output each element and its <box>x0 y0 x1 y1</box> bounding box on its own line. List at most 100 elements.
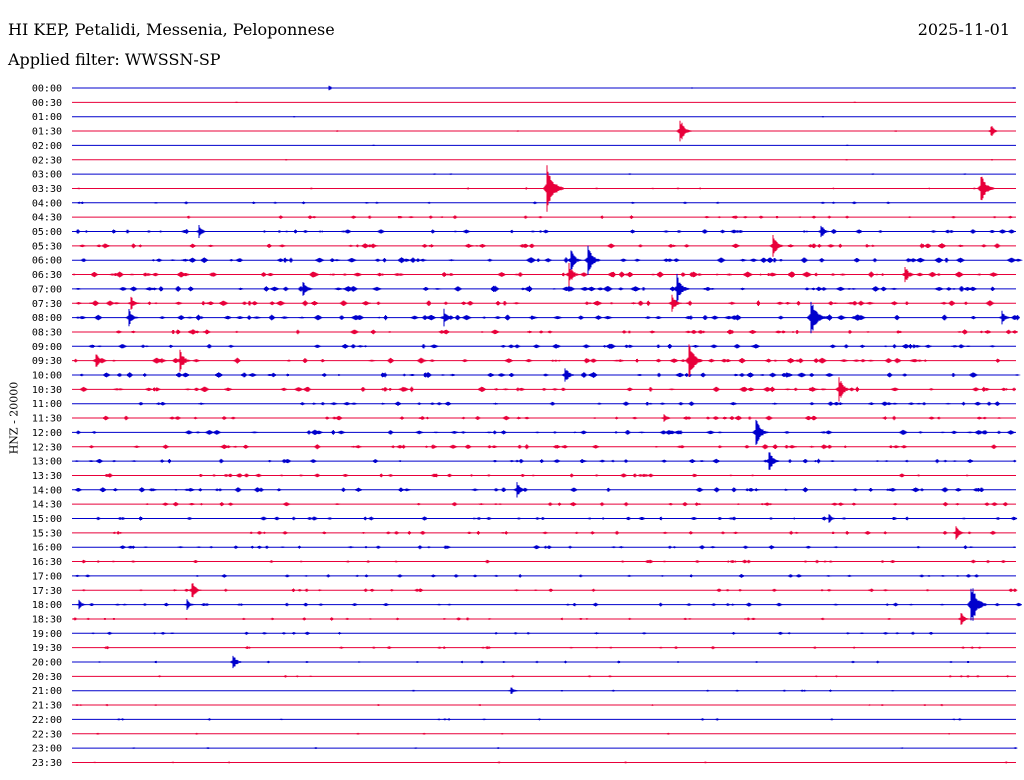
noise-burst <box>75 429 1016 435</box>
seismic-event <box>513 482 527 498</box>
time-tick-label: 11:30 <box>32 414 62 425</box>
seismic-event <box>998 310 1012 325</box>
noise-burst <box>103 646 982 650</box>
time-tick-label: 16:30 <box>32 557 62 568</box>
time-tick-label: 14:00 <box>32 485 62 496</box>
noise-burst <box>102 415 1003 421</box>
time-tick-label: 17:00 <box>32 571 62 582</box>
noise-burst <box>144 502 1009 507</box>
seismic-event <box>195 225 208 238</box>
time-tick-label: 11:00 <box>32 399 62 410</box>
noise-burst <box>137 401 1001 406</box>
noise-burst <box>292 116 825 118</box>
time-tick-label: 19:00 <box>32 629 62 640</box>
time-tick-label: 08:30 <box>32 327 62 338</box>
seismic-event <box>229 655 243 669</box>
seismic-event <box>668 294 682 312</box>
time-tick-label: 13:00 <box>32 457 62 468</box>
time-tick-label: 13:30 <box>32 471 62 482</box>
seismic-event <box>567 250 582 270</box>
seismic-event <box>440 308 454 327</box>
noise-burst <box>284 159 994 161</box>
time-tick-label: 07:00 <box>32 284 62 295</box>
noise-burst <box>72 617 892 621</box>
seismic-event <box>987 126 1000 136</box>
noise-burst <box>74 285 995 292</box>
seismic-event <box>325 85 337 91</box>
time-tick-label: 01:30 <box>32 127 62 138</box>
seismic-event <box>685 344 703 377</box>
noise-burst <box>73 458 1017 464</box>
noise-burst <box>80 559 1006 564</box>
time-tick-label: 03:00 <box>32 170 62 181</box>
noise-burst <box>131 747 1018 749</box>
noise-burst <box>411 689 895 692</box>
seismic-event <box>507 687 519 694</box>
noise-burst <box>79 602 1022 607</box>
noise-burst <box>81 588 1018 592</box>
seismic-event <box>183 599 196 610</box>
noise-burst <box>76 187 977 190</box>
time-tick-label: 06:30 <box>32 270 62 281</box>
noise-burst <box>73 357 1000 364</box>
filter-label: Applied filter: WWSSN-SP <box>8 50 221 69</box>
seismic-event <box>127 296 141 310</box>
time-tick-label: 23:30 <box>32 758 62 769</box>
time-tick-label: 22:00 <box>32 715 62 726</box>
time-tick-label: 07:30 <box>32 299 62 310</box>
seismic-event <box>673 273 690 304</box>
seismic-event <box>967 588 987 621</box>
time-tick-label: 15:00 <box>32 514 62 525</box>
noise-burst <box>690 87 1016 89</box>
time-tick-label: 06:00 <box>32 256 62 267</box>
seismic-event <box>75 599 87 610</box>
time-tick-label: 03:30 <box>32 184 62 195</box>
seismic-event <box>901 267 915 283</box>
time-tick-label: 10:30 <box>32 385 62 396</box>
noise-burst <box>95 732 951 735</box>
time-tick-label: 01:00 <box>32 112 62 123</box>
noise-burst <box>72 271 999 278</box>
noise-burst <box>118 545 1016 550</box>
seismic-event <box>835 377 851 402</box>
time-tick-label: 08:00 <box>32 313 62 324</box>
noise-burst <box>90 631 990 635</box>
noise-burst <box>335 130 898 132</box>
noise-burst <box>114 329 1018 335</box>
time-tick-label: 21:00 <box>32 686 62 697</box>
noise-burst <box>371 144 850 146</box>
time-tick-label: 15:30 <box>32 528 62 539</box>
time-tick-label: 23:00 <box>32 744 62 755</box>
seismic-event <box>807 301 826 334</box>
time-tick-label: 02:00 <box>32 141 62 152</box>
noise-burst <box>74 704 944 707</box>
time-tick-label: 02:30 <box>32 155 62 166</box>
trace-group <box>72 85 1023 764</box>
time-tick-label: 18:30 <box>32 614 62 625</box>
seismic-event <box>769 235 784 257</box>
seismic-event <box>92 354 106 367</box>
noise-burst <box>104 473 970 478</box>
seismic-event <box>977 176 995 201</box>
noise-burst <box>74 300 995 307</box>
time-tick-label: 05:30 <box>32 241 62 252</box>
plot-date: 2025-11-01 <box>917 20 1010 39</box>
noise-burst <box>74 487 984 493</box>
noise-burst <box>79 372 1021 378</box>
noise-burst <box>432 173 967 175</box>
time-tick-label: 04:30 <box>32 213 62 224</box>
seismic-event <box>584 245 601 275</box>
time-tick-label: 00:30 <box>32 98 62 109</box>
noise-burst <box>88 444 997 450</box>
noise-burst <box>97 660 971 664</box>
noise-burst <box>80 257 1023 264</box>
seismic-event <box>952 526 966 540</box>
seismic-event <box>752 419 769 445</box>
time-tick-label: 10:00 <box>32 371 62 382</box>
time-tick-label: 19:30 <box>32 643 62 654</box>
noise-burst <box>79 386 1016 393</box>
time-tick-label: 20:00 <box>32 658 62 669</box>
noise-burst <box>74 574 979 578</box>
seismic-event <box>765 452 780 470</box>
